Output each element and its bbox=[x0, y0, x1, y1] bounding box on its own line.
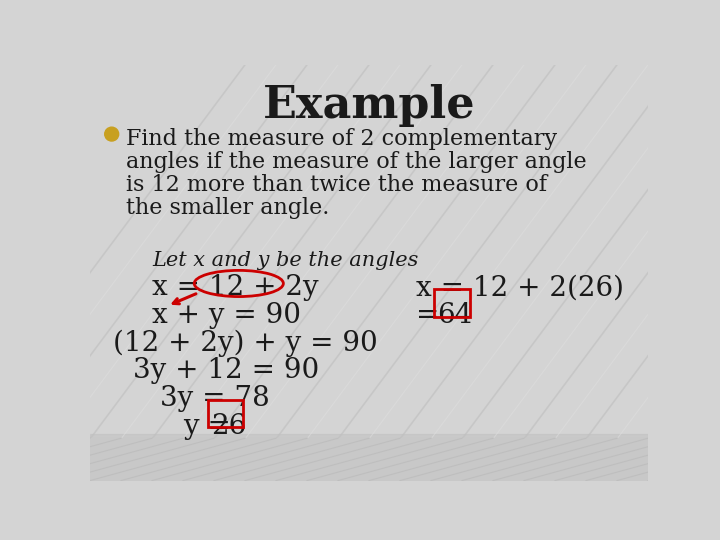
Text: =: = bbox=[415, 302, 448, 329]
Text: the smaller angle.: the smaller angle. bbox=[126, 197, 329, 219]
Text: 3y = 78: 3y = 78 bbox=[160, 385, 269, 412]
Circle shape bbox=[104, 127, 119, 141]
Text: y =: y = bbox=[183, 413, 240, 440]
Text: Find the measure of 2 complementary: Find the measure of 2 complementary bbox=[126, 128, 557, 150]
Text: 3y + 12 = 90: 3y + 12 = 90 bbox=[132, 357, 319, 384]
Text: 64: 64 bbox=[437, 302, 472, 329]
Bar bbox=[90, 438, 648, 481]
Text: x = 12 + 2(26): x = 12 + 2(26) bbox=[415, 274, 624, 301]
Text: 26: 26 bbox=[211, 413, 246, 440]
Text: x = 12 + 2y: x = 12 + 2y bbox=[152, 274, 319, 301]
Text: Example: Example bbox=[263, 84, 475, 127]
Text: Let x and y be the angles: Let x and y be the angles bbox=[152, 251, 418, 270]
Bar bbox=[90, 434, 648, 481]
Text: angles if the measure of the larger angle: angles if the measure of the larger angl… bbox=[126, 151, 586, 173]
Text: is 12 more than twice the measure of: is 12 more than twice the measure of bbox=[126, 174, 546, 196]
Text: (12 + 2y) + y = 90: (12 + 2y) + y = 90 bbox=[113, 330, 378, 357]
Text: x + y = 90: x + y = 90 bbox=[152, 302, 301, 329]
